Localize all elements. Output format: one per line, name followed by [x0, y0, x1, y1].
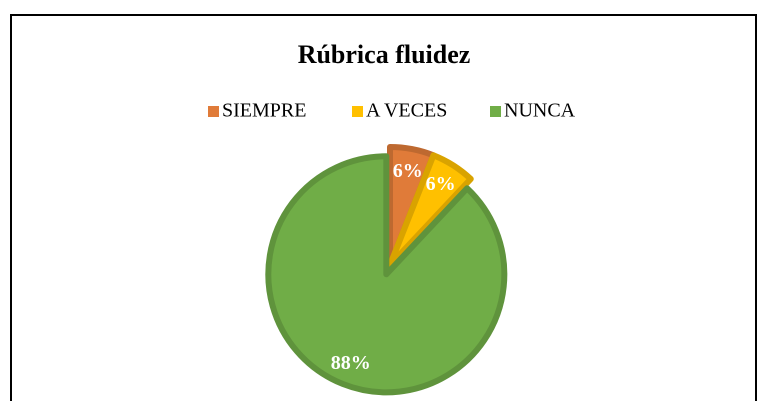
- pie-slice: [265, 153, 508, 396]
- data-label: 6%: [393, 160, 423, 182]
- chart-title: Rúbrica fluidez: [298, 40, 471, 69]
- legend-label: NUNCA: [504, 100, 576, 122]
- legend-label: SIEMPRE: [222, 100, 306, 122]
- legend-swatch: [352, 106, 363, 117]
- data-label: 6%: [426, 173, 456, 195]
- legend-swatch: [208, 106, 219, 117]
- legend-swatch: [490, 106, 501, 117]
- legend-label: A VECES: [366, 100, 447, 122]
- data-label: 88%: [331, 352, 371, 374]
- pie-slice: [387, 152, 474, 268]
